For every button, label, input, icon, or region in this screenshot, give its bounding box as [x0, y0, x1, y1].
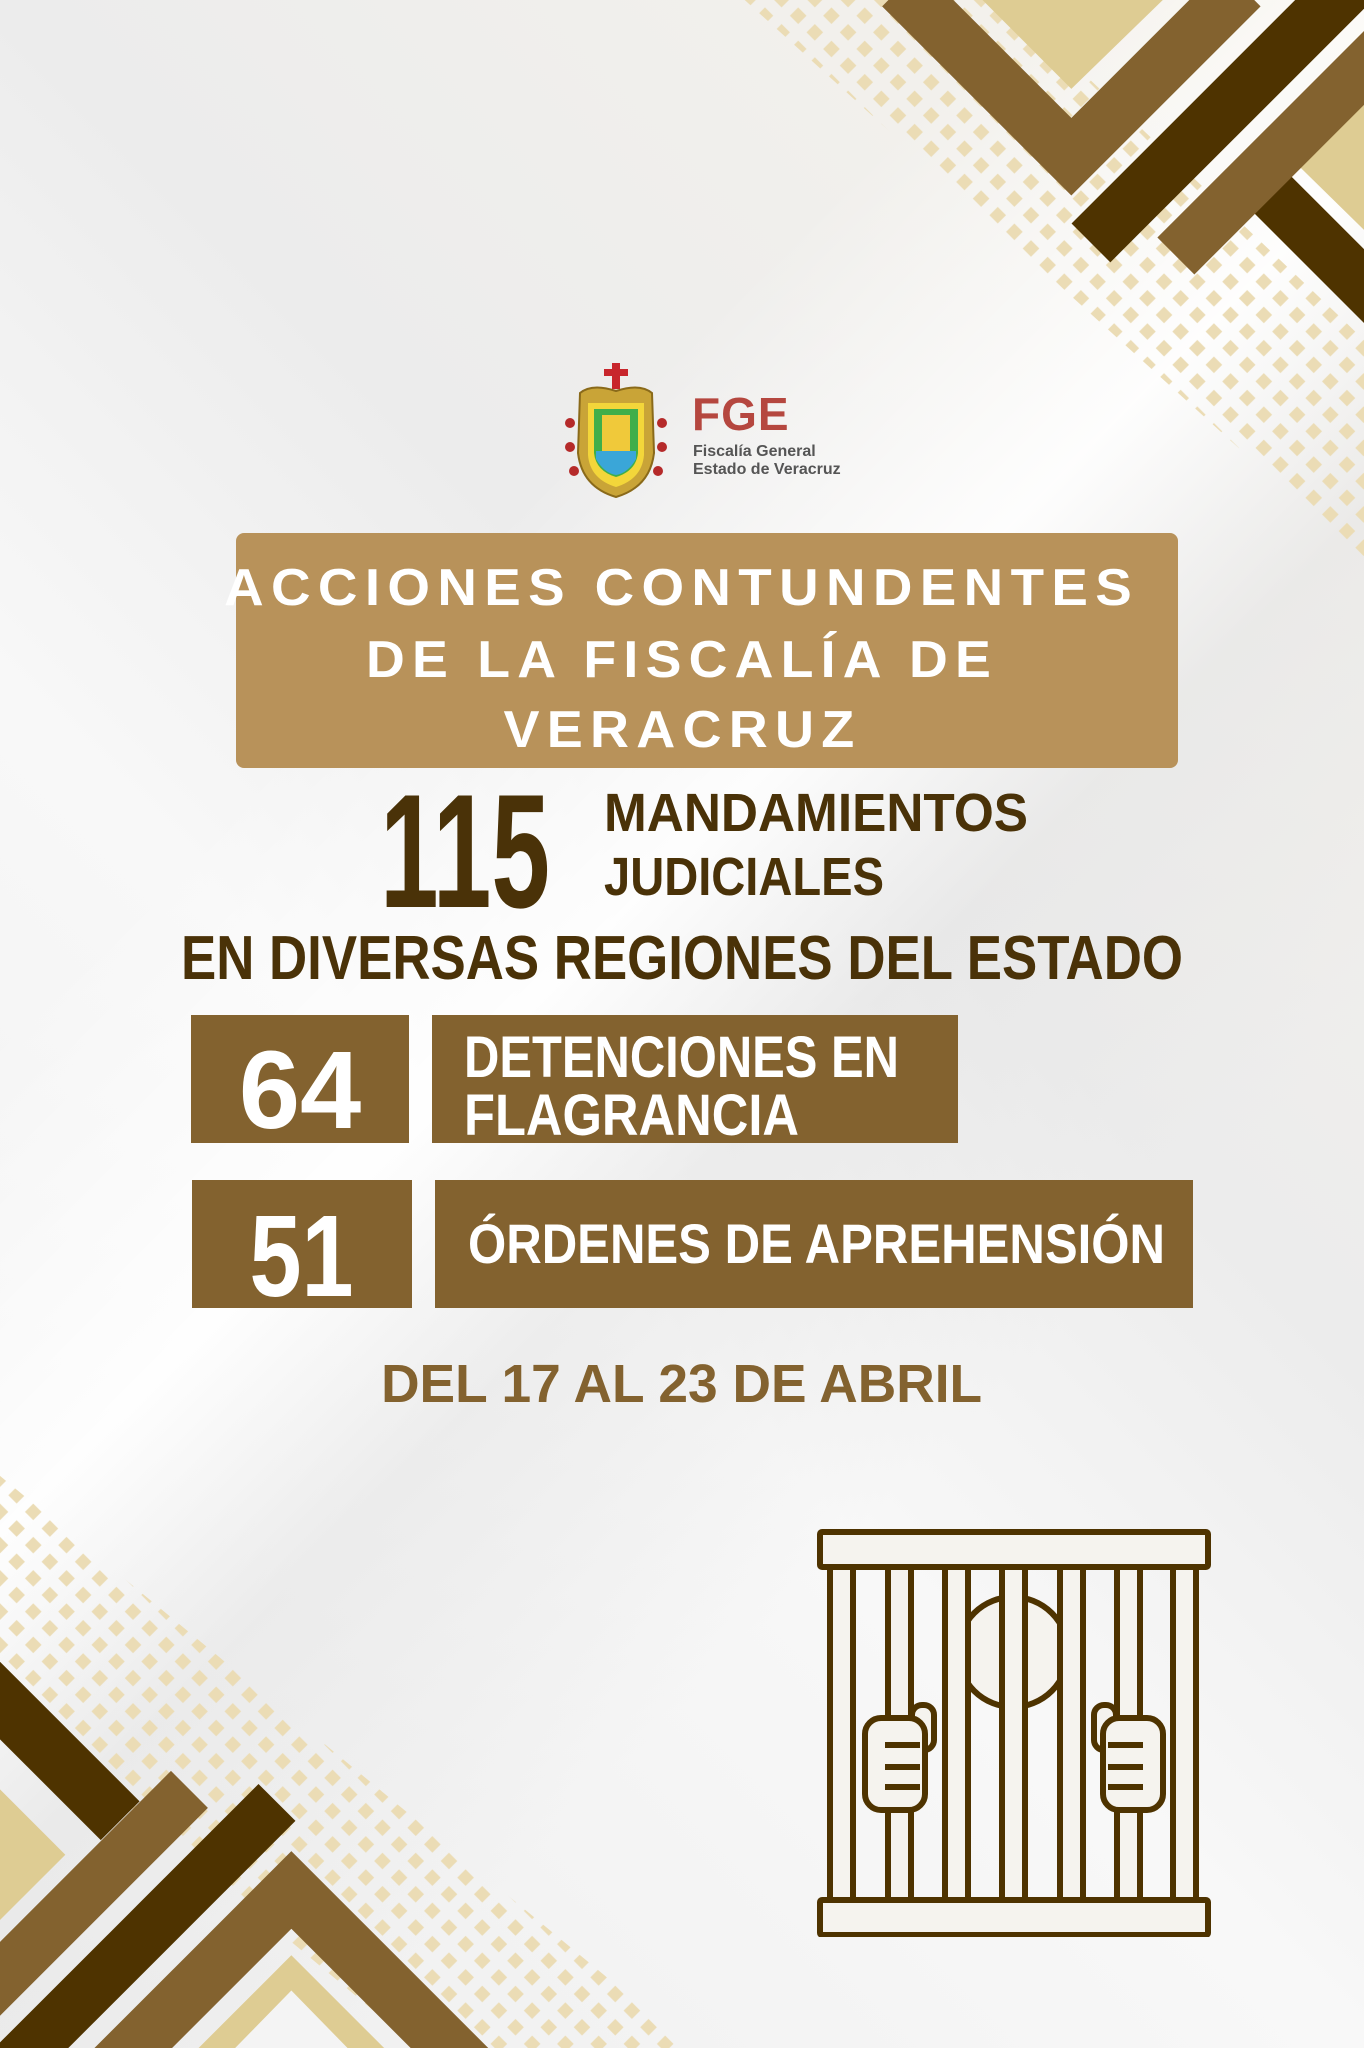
stat-label-box-ordenes	[435, 1180, 1193, 1308]
logo-line-1: Fiscalía General	[693, 443, 816, 460]
bottom-left-stripes	[0, 1661, 489, 2048]
total-label-line-2: JUDICIALES	[604, 847, 884, 907]
top-right-stripes	[882, 0, 1364, 323]
dot-pattern-bottom	[0, 1475, 693, 2048]
stat-label-detenciones-line-1: DETENCIONES EN	[464, 1025, 899, 1090]
title-line-1: ACCIONES CONTUNDENTES	[224, 559, 1140, 617]
jail-bars-icon	[817, 1529, 1211, 1937]
subtitle: EN DIVERSAS REGIONES DEL ESTADO	[180, 924, 1183, 993]
stat-value-box-ordenes	[192, 1180, 412, 1308]
right-hand	[1091, 1702, 1166, 1813]
logo-acronym: FGE	[692, 388, 790, 440]
title-banner	[236, 533, 1178, 768]
total-label-line-1: MANDAMIENTOS	[604, 783, 1028, 843]
stat-label-detenciones-line-2: FLAGRANCIA	[464, 1083, 799, 1148]
left-hand	[862, 1702, 937, 1813]
stat-value-detenciones: 64	[238, 1029, 362, 1152]
fge-logo: FGE Fiscalía General Estado de Veracruz	[562, 363, 882, 503]
stat-label-box-detenciones	[432, 1015, 958, 1143]
date-range: DEL 17 AL 23 DE ABRIL	[381, 1354, 983, 1414]
stat-value-box-detenciones	[191, 1015, 409, 1143]
dot-pattern-top	[744, 0, 1364, 562]
title-line-2: DE LA FISCALÍA DE	[365, 631, 998, 689]
veracruz-coat-of-arms-icon	[565, 363, 667, 499]
stat-value-ordenes: 51	[250, 1191, 354, 1321]
total-value: 115	[380, 761, 550, 942]
stat-label-ordenes: ÓRDENES DE APREHENSIÓN	[468, 1212, 1165, 1275]
title-line-3: VERACRUZ	[503, 701, 861, 759]
logo-line-2: Estado de Veracruz	[693, 461, 841, 478]
